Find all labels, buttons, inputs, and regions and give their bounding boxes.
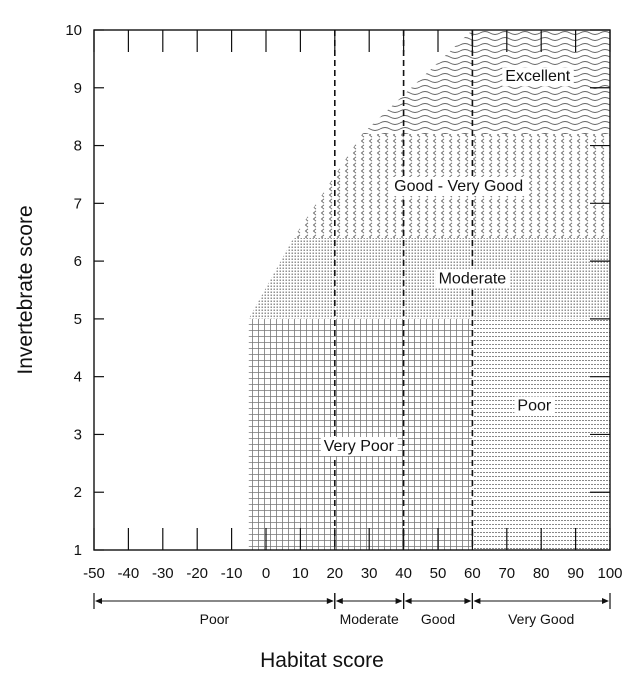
class-arrowhead xyxy=(395,598,403,604)
region-label-bg xyxy=(514,396,555,416)
region-moderate xyxy=(248,238,611,319)
y-tick-label: 8 xyxy=(74,138,82,155)
region-label-bg xyxy=(502,67,574,87)
regions xyxy=(248,30,611,550)
x-tick-label: 10 xyxy=(292,565,309,582)
y-tick-label: 5 xyxy=(74,311,82,328)
y-tick-label: 3 xyxy=(74,426,82,443)
y-tick-label: 7 xyxy=(74,195,82,212)
x-tick-label: -50 xyxy=(83,565,105,582)
region-excellent xyxy=(362,30,610,134)
y-tick-label: 2 xyxy=(74,484,82,501)
region-poor xyxy=(472,318,610,550)
x-tick-label: 60 xyxy=(464,565,481,582)
x-tick-label: -10 xyxy=(221,565,243,582)
x-tick-label: 50 xyxy=(430,565,447,582)
habitat-class-good: Good xyxy=(421,611,455,627)
region-label-poor: Poor xyxy=(517,398,551,415)
region-label-excellent: Excellent xyxy=(505,68,570,85)
habitat-class-bar: Poor Moderate Good Very Good xyxy=(93,593,611,627)
y-tick-label: 6 xyxy=(74,253,82,270)
class-arrowhead xyxy=(464,598,472,604)
region-label-very-poor: Very Poor xyxy=(324,438,395,455)
region-label-good-very-good: Good - Very Good xyxy=(394,178,523,195)
x-tick-label: 0 xyxy=(262,565,270,582)
class-arrowhead xyxy=(404,598,412,604)
habitat-class-poor: Poor xyxy=(200,611,230,627)
habitat-class-very-good: Very Good xyxy=(508,611,574,627)
x-tick-label: -20 xyxy=(186,565,208,582)
region-label-bg xyxy=(320,437,398,456)
region-labels: Very Poor Poor Moderate Good - Very Good Exc… xyxy=(320,67,574,456)
x-tick-label: 90 xyxy=(567,565,584,582)
region-label-bg xyxy=(391,177,527,196)
class-arrowhead xyxy=(95,598,102,604)
x-tick-label: -40 xyxy=(118,565,140,582)
boundary-lines xyxy=(333,30,474,550)
y-tick-label: 9 xyxy=(74,80,82,97)
x-tick-label: 80 xyxy=(533,565,550,582)
x-tick-label: 100 xyxy=(597,565,622,582)
x-tick-label: 30 xyxy=(361,565,378,582)
y-axis-title: Invertebrate score xyxy=(14,205,37,374)
x-tick-label: 70 xyxy=(498,565,515,582)
plot-border xyxy=(93,29,611,551)
class-arrowhead xyxy=(326,598,334,604)
y-tick-label: 10 xyxy=(65,22,82,39)
region-label-moderate: Moderate xyxy=(439,270,507,287)
y-tick-label: 1 xyxy=(74,542,82,559)
x-axis-title: Habitat score xyxy=(260,649,384,672)
x-axis: -50 -40 -30 -20 -10 0 10 20 30 40 50 60 70 80 90 100 xyxy=(83,30,623,582)
habitat-class-moderate: Moderate xyxy=(340,611,399,627)
x-tick-label: 20 xyxy=(326,565,343,582)
y-axis: 1 2 3 4 5 6 7 8 9 10 xyxy=(65,22,610,559)
x-tick-label: -30 xyxy=(152,565,174,582)
class-arrowhead xyxy=(473,598,481,604)
x-tick-label: 40 xyxy=(395,565,412,582)
region-very-poor xyxy=(248,318,473,550)
class-arrowhead xyxy=(602,598,609,604)
region-label-bg xyxy=(435,269,510,289)
y-tick-label: 4 xyxy=(74,369,82,386)
class-arrowhead xyxy=(335,598,343,604)
plot-frame xyxy=(93,29,611,551)
